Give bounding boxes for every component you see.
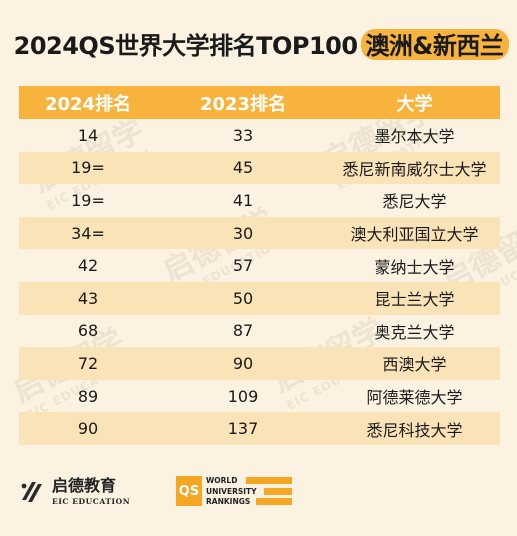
qs-logo: QS WORLD UNIVERSITY RANKINGS [176, 476, 292, 506]
university-name: 墨尔本大学 [374, 127, 455, 147]
university-name: 奥克兰大学 [374, 322, 455, 342]
university-name: 昆士兰大学 [329, 281, 500, 315]
university-name: 悉尼科技大学 [329, 412, 500, 445]
rank-2024: 90 [19, 412, 157, 445]
rank-2024: 68 [77, 321, 99, 341]
qs-line-university: UNIVERSITY [206, 486, 260, 496]
rank-2024: 14 [77, 125, 99, 145]
university-name: 阿德莱德大学 [366, 388, 463, 408]
table-row: 19= 45 悉尼新南威尔士大学 [19, 151, 500, 185]
page-title: 2024QS世界大学排名TOP100 澳洲&新西兰 [0, 26, 517, 61]
rank-2023: 33 [232, 125, 254, 145]
table-row: 90 137 悉尼科技大学 [19, 412, 500, 445]
rank-2023: 109 [227, 386, 259, 406]
table-row: 19= 41 悉尼大学 [19, 184, 500, 217]
qs-line-rankings: RANKINGS [206, 497, 254, 506]
university-name: 蒙纳士大学 [374, 257, 455, 277]
header-2024-rank: 2024排名 [19, 86, 157, 119]
rank-2024: 34= [19, 216, 157, 250]
rank-2023: 57 [232, 256, 254, 276]
rank-2024: 42 [77, 256, 99, 276]
eic-logo-cn: 启德教育 [52, 476, 117, 495]
qs-badge: QS [176, 476, 202, 506]
rank-2024: 43 [19, 281, 157, 315]
ranking-table: 2024排名 2023排名 大学 14 33 墨尔本大学 19= 45 悉尼新南… [19, 86, 500, 445]
rank-2023: 30 [157, 216, 329, 250]
university-name: 悉尼大学 [382, 192, 447, 212]
table-row: 72 90 西澳大学 [19, 347, 500, 380]
qs-line-world: WORLD [206, 476, 241, 485]
university-name: 悉尼新南威尔士大学 [329, 151, 500, 185]
rank-2024: 89 [77, 386, 99, 406]
table-row: 42 57 蒙纳士大学 [19, 249, 500, 282]
eic-logo: 启德教育 EIC EDUCATION [18, 478, 130, 506]
header-2023-rank: 2023排名 [157, 86, 329, 119]
rank-2023: 90 [157, 347, 329, 380]
rank-2023: 50 [157, 281, 329, 315]
rank-2024: 72 [19, 347, 157, 380]
eic-logo-icon [21, 482, 42, 502]
eic-logo-en: EIC EDUCATION [52, 497, 131, 506]
rank-2024: 19= [19, 151, 157, 185]
university-name: 澳大利亚国立大学 [329, 216, 500, 250]
rank-2023: 137 [157, 412, 329, 445]
table-row: 14 33 墨尔本大学 [19, 119, 500, 152]
rank-2023: 41 [232, 190, 254, 210]
title-highlight: 澳洲&新西兰 [361, 26, 510, 61]
table-row: 68 87 奥克兰大学 [19, 315, 500, 348]
table-row: 43 50 昆士兰大学 [19, 281, 500, 315]
rank-2024: 19= [71, 190, 105, 210]
table-row: 34= 30 澳大利亚国立大学 [19, 216, 500, 250]
university-name: 西澳大学 [329, 347, 500, 380]
table-header-row: 2024排名 2023排名 大学 [19, 86, 500, 119]
rank-2023: 87 [232, 321, 254, 341]
rank-2023: 45 [157, 151, 329, 185]
table-row: 89 109 阿德莱德大学 [19, 380, 500, 413]
header-university: 大学 [329, 86, 500, 119]
title-main: 2024QS世界大学排名TOP100 [13, 32, 366, 60]
